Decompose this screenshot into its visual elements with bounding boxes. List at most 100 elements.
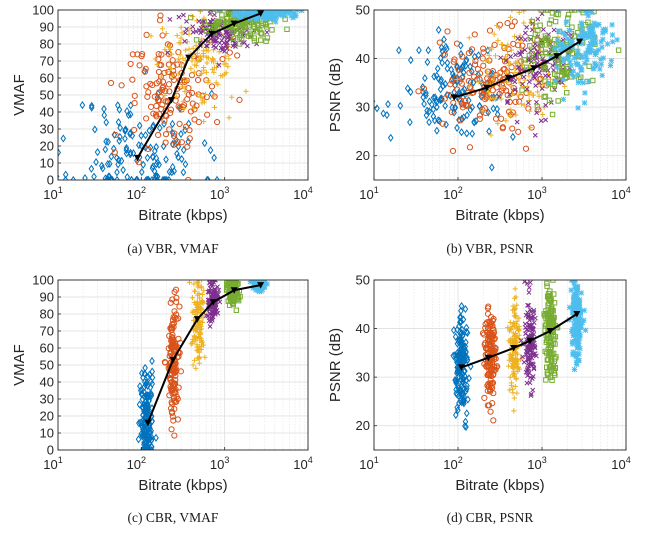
data-point bbox=[111, 149, 118, 156]
data-point bbox=[568, 63, 574, 69]
data-point bbox=[171, 130, 178, 137]
data-point bbox=[546, 97, 553, 103]
data-point bbox=[504, 100, 510, 106]
data-point bbox=[155, 68, 163, 76]
data-point bbox=[280, 10, 286, 17]
data-point bbox=[572, 284, 578, 290]
y-tick-label: 20 bbox=[356, 148, 370, 163]
data-point bbox=[560, 65, 567, 72]
data-point bbox=[528, 322, 534, 328]
data-point bbox=[564, 90, 570, 96]
data-point bbox=[116, 136, 123, 145]
data-point bbox=[145, 89, 152, 96]
data-point bbox=[162, 131, 170, 138]
data-point bbox=[171, 314, 179, 321]
data-point bbox=[585, 78, 592, 85]
data-point bbox=[397, 101, 404, 110]
data-point bbox=[521, 57, 528, 63]
data-point bbox=[577, 320, 583, 326]
data-point bbox=[229, 94, 235, 100]
data-point bbox=[138, 131, 145, 140]
data-point bbox=[189, 295, 196, 301]
data-point bbox=[593, 63, 600, 69]
data-point bbox=[426, 118, 432, 127]
y-tick-label: 10 bbox=[40, 426, 54, 441]
data-point bbox=[592, 40, 598, 47]
data-point bbox=[451, 56, 458, 63]
data-point bbox=[479, 330, 487, 337]
data-point bbox=[380, 109, 387, 118]
data-point bbox=[208, 83, 216, 90]
data-point bbox=[203, 43, 209, 49]
data-point bbox=[533, 83, 539, 89]
data-point bbox=[123, 143, 130, 153]
data-point bbox=[522, 321, 528, 327]
data-point bbox=[523, 64, 530, 71]
data-point bbox=[171, 167, 177, 176]
data-point bbox=[469, 129, 476, 138]
data-point bbox=[444, 64, 451, 73]
data-point bbox=[288, 13, 294, 19]
data-point bbox=[258, 288, 265, 294]
data-point bbox=[580, 34, 586, 41]
data-point bbox=[511, 395, 517, 401]
data-point bbox=[115, 118, 122, 127]
data-point bbox=[216, 62, 222, 68]
data-point bbox=[194, 329, 200, 335]
data-point bbox=[531, 366, 537, 372]
data-point bbox=[455, 351, 462, 360]
data-point bbox=[570, 312, 577, 318]
data-point bbox=[459, 53, 466, 60]
axes-box bbox=[373, 279, 627, 451]
average-point bbox=[530, 65, 538, 72]
data-point bbox=[261, 284, 268, 290]
data-point bbox=[164, 41, 171, 48]
data-point bbox=[223, 53, 229, 59]
y-tick-label: 10 bbox=[40, 156, 54, 171]
data-point bbox=[114, 168, 120, 177]
data-point bbox=[162, 175, 169, 180]
data-point bbox=[156, 17, 164, 24]
data-point bbox=[247, 30, 253, 36]
data-point bbox=[512, 69, 518, 75]
data-point bbox=[565, 11, 572, 18]
data-point bbox=[176, 104, 184, 111]
data-point bbox=[190, 45, 196, 51]
data-point bbox=[499, 124, 507, 131]
data-point bbox=[604, 41, 611, 47]
data-point bbox=[434, 126, 440, 135]
data-point bbox=[149, 81, 156, 89]
data-point bbox=[140, 400, 147, 409]
data-point bbox=[528, 391, 534, 397]
data-point bbox=[489, 348, 496, 355]
data-point bbox=[213, 38, 219, 44]
data-point bbox=[560, 96, 567, 103]
y-tick-label: 30 bbox=[356, 100, 370, 115]
data-point bbox=[513, 376, 519, 382]
data-point bbox=[155, 51, 162, 58]
data-point bbox=[179, 30, 185, 36]
data-point bbox=[122, 134, 128, 143]
data-point bbox=[503, 118, 509, 124]
data-point bbox=[178, 155, 185, 164]
data-point bbox=[173, 398, 180, 405]
data-point bbox=[550, 350, 557, 357]
x-tick-label: 101 bbox=[43, 185, 62, 202]
data-point bbox=[465, 77, 472, 85]
data-point bbox=[476, 79, 482, 85]
data-point bbox=[277, 10, 283, 16]
data-point bbox=[574, 331, 581, 338]
data-point bbox=[434, 102, 440, 112]
data-point bbox=[545, 80, 552, 87]
data-point bbox=[127, 110, 134, 119]
data-point bbox=[575, 328, 581, 335]
data-point bbox=[166, 392, 173, 399]
data-point bbox=[498, 84, 505, 90]
data-point bbox=[243, 88, 249, 94]
data-point bbox=[577, 334, 583, 341]
data-point bbox=[270, 12, 277, 18]
data-point bbox=[536, 80, 542, 86]
data-point bbox=[103, 118, 110, 127]
data-point bbox=[541, 63, 547, 70]
data-point bbox=[512, 332, 518, 338]
